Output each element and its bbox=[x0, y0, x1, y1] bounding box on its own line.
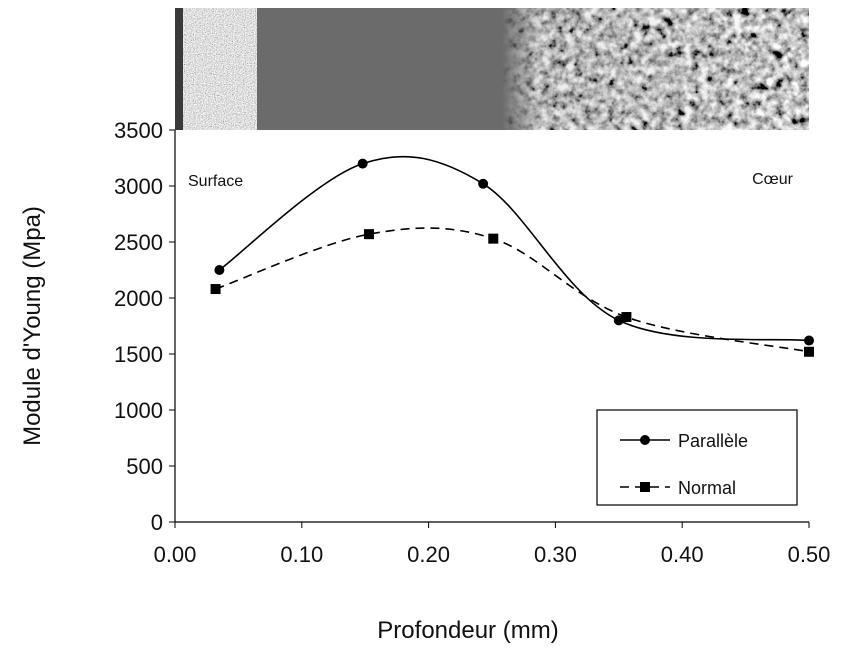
y-tick-label: 3000 bbox=[114, 174, 163, 199]
x-tick-label: 0.10 bbox=[280, 542, 323, 567]
annotation: Surface bbox=[188, 173, 243, 190]
marker bbox=[613, 315, 624, 326]
marker bbox=[804, 346, 814, 357]
x-tick-label: 0.00 bbox=[154, 542, 197, 567]
line bbox=[215, 227, 810, 353]
marker bbox=[364, 229, 375, 240]
legend-marker bbox=[640, 435, 650, 445]
x-tick-label: 0.20 bbox=[407, 542, 450, 567]
y-tick-label: 2500 bbox=[114, 230, 163, 255]
x-tick-label: 0.40 bbox=[661, 542, 704, 567]
x-tick-label: 0.50 bbox=[788, 542, 831, 567]
marker bbox=[214, 265, 225, 275]
legend-marker bbox=[640, 482, 650, 492]
y-axis-title: Module d'Young (Mpa) bbox=[19, 206, 46, 446]
marker bbox=[210, 284, 221, 295]
marker bbox=[488, 233, 499, 244]
marker bbox=[621, 312, 632, 323]
line bbox=[218, 155, 810, 342]
micrograph bbox=[175, 8, 809, 130]
y-tick-label: 1500 bbox=[114, 342, 163, 367]
legend-label: Normal bbox=[678, 478, 736, 498]
y-tick-label: 1000 bbox=[114, 398, 163, 423]
annotation: Cœur bbox=[752, 171, 794, 188]
y-tick-label: 500 bbox=[126, 454, 163, 479]
marker bbox=[478, 178, 489, 189]
x-tick-label: 0.30 bbox=[534, 542, 577, 567]
legend-label: Parallèle bbox=[678, 431, 748, 451]
y-tick-label: 2000 bbox=[114, 286, 163, 311]
y-tick-label: 3500 bbox=[114, 118, 163, 143]
x-axis-title: Profondeur (mm) bbox=[377, 617, 558, 644]
legend bbox=[596, 409, 798, 506]
marker bbox=[357, 158, 368, 169]
marker bbox=[804, 335, 814, 346]
y-tick-label: 0 bbox=[151, 510, 163, 535]
